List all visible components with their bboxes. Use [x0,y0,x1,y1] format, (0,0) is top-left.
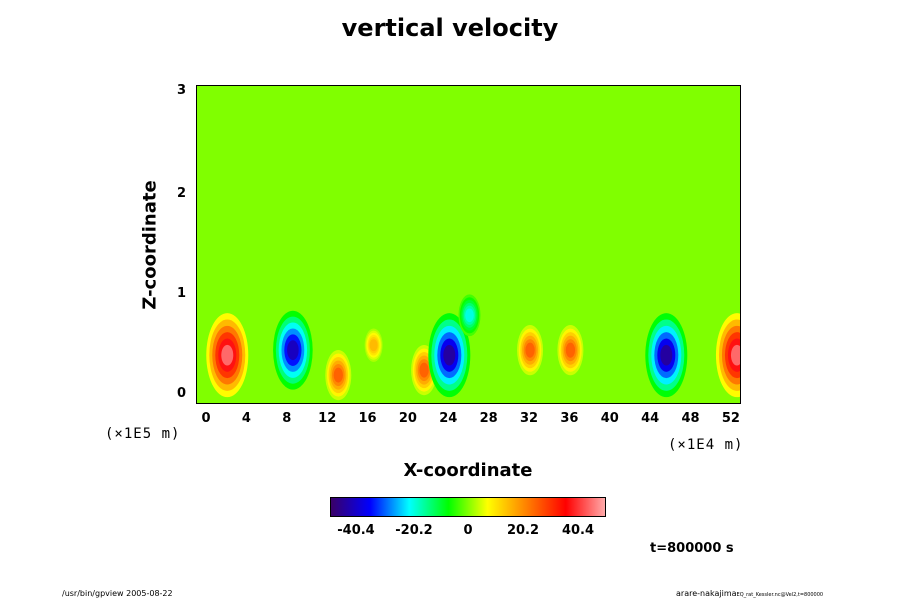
x-tick-label: 4 [241,411,251,426]
contour-level [221,344,234,366]
x-tick-label: 20 [398,411,417,426]
contour-level [419,362,429,378]
x-tick-label: 40 [600,411,619,426]
updraft-cell [517,325,544,376]
updraft-cell [557,325,584,376]
updraft-cell [325,349,352,401]
x-tick-label: 52 [721,411,740,426]
footer-right-file: EQ_rat_Kessler.nc@Vel2,t=800000 [736,592,824,598]
footer-right-author: arare-nakajima [676,589,737,598]
contour-level [525,342,535,358]
x-tick-label: 32 [520,411,539,426]
x-tick-label: 16 [358,411,377,426]
x-tick-label: 48 [681,411,700,426]
chart-title: vertical velocity [341,14,559,42]
contour-level [660,344,673,366]
x-scale-note: (×1E4 m) [668,437,744,453]
downdraft-cell [458,294,481,337]
x-tick-label: 12 [318,411,337,426]
velocity-field [197,86,740,403]
contour-level [565,342,576,358]
y-tick-label: 1 [176,286,186,301]
colorbar-tick-label: 0 [463,523,473,538]
contour-level [369,339,378,352]
y-scale-note: (×1E5 m) [105,426,181,442]
y-axis-label: Z-coordinate [139,180,161,310]
contour-level [443,344,456,366]
colorbar-tick-label: 40.4 [561,523,595,538]
x-tick-label: 44 [641,411,660,426]
colorbar [330,497,606,517]
contour-level [465,308,474,323]
contour-level [287,340,299,361]
contour-level [730,344,740,366]
colorbar-tick-label: 20.2 [506,523,540,538]
colorbar-tick-label: -20.2 [395,523,433,538]
plot-area [196,85,741,404]
x-tick-label: 0 [201,411,211,426]
downdraft-cell [273,310,313,390]
time-label: t=800000 s [650,541,734,556]
downdraft-cell [428,313,471,398]
updraft-cell [715,313,740,398]
x-tick-label: 24 [439,411,458,426]
footer-right: arare-nakajimaEQ_rat_Kessler.nc@Vel2,t=8… [676,589,823,598]
y-tick-label: 2 [176,186,186,201]
x-tick-label: 28 [479,411,498,426]
x-tick-label: 8 [282,411,292,426]
y-tick-label: 0 [176,386,186,401]
x-axis-label: X-coordinate [403,460,533,481]
colorbar-tick-label: -40.4 [337,523,375,538]
downdraft-cell [645,313,688,398]
updraft-cell [364,328,383,362]
footer-left: /usr/bin/gpview 2005-08-22 [62,589,173,598]
updraft-cell [206,313,249,398]
x-tick-label: 36 [560,411,579,426]
contour-level [333,367,343,383]
y-tick-label: 3 [176,83,186,98]
